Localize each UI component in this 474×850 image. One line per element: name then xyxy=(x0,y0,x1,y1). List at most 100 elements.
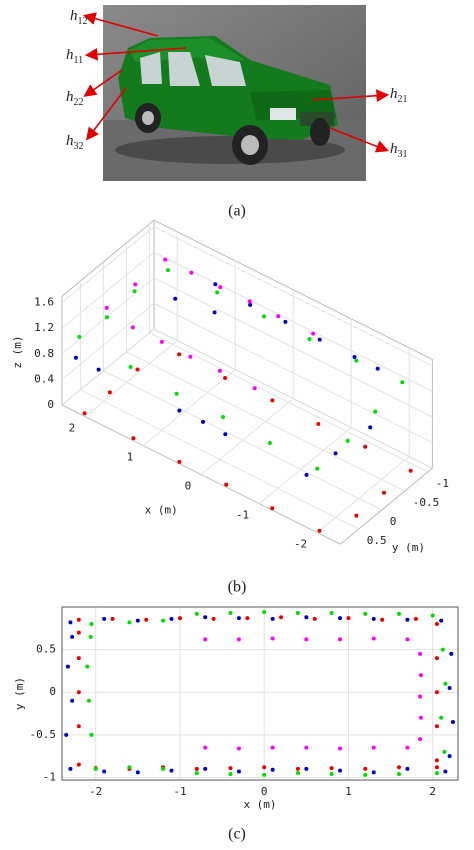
point xyxy=(443,769,448,774)
point xyxy=(270,616,275,621)
point xyxy=(397,772,402,777)
point xyxy=(270,745,275,750)
point xyxy=(450,720,455,725)
point xyxy=(211,616,216,621)
point xyxy=(135,770,140,775)
caption: (c) xyxy=(228,826,246,843)
point xyxy=(317,337,322,342)
point xyxy=(262,772,267,777)
point xyxy=(418,673,423,678)
point xyxy=(64,732,69,737)
point xyxy=(76,630,81,635)
point xyxy=(127,765,132,770)
point xyxy=(413,616,418,621)
point xyxy=(166,268,170,273)
point xyxy=(223,432,228,437)
caption: (b) xyxy=(228,579,247,596)
point xyxy=(135,618,140,623)
point xyxy=(262,610,267,615)
x-tick-label: 0 xyxy=(261,785,268,798)
plot-frame xyxy=(61,606,459,781)
point xyxy=(408,468,413,473)
point xyxy=(380,617,385,622)
y-tick-label: -0.5 xyxy=(30,728,57,741)
point xyxy=(203,615,208,620)
point xyxy=(89,732,94,737)
point xyxy=(201,419,206,424)
point xyxy=(447,685,452,690)
point xyxy=(363,611,368,616)
point xyxy=(434,656,439,661)
z-axis-label: z (m) xyxy=(11,335,24,368)
y-tick-label: 0.5 xyxy=(36,643,56,656)
point xyxy=(368,425,373,430)
point xyxy=(439,618,444,623)
x-tick-label: 1 xyxy=(345,785,352,798)
point xyxy=(345,438,350,443)
point xyxy=(418,737,423,742)
point xyxy=(85,664,90,669)
point xyxy=(221,414,226,419)
point xyxy=(203,766,208,771)
point xyxy=(382,490,386,495)
point xyxy=(363,772,368,777)
point xyxy=(194,766,199,771)
caption: (a) xyxy=(228,203,246,220)
point xyxy=(270,398,275,403)
point xyxy=(279,615,284,620)
point xyxy=(434,622,439,627)
point xyxy=(352,355,357,360)
x-tick-label: 0 xyxy=(185,480,192,493)
grid-line xyxy=(61,277,433,418)
grid-line xyxy=(125,243,406,492)
x-tick-label: 2 xyxy=(429,785,436,798)
point xyxy=(70,634,75,639)
point xyxy=(283,319,288,324)
plot-2d: -2 -1 0 1 2 -1 -0.5 0 0.5 x (m) y (m) xyxy=(13,606,459,811)
point xyxy=(270,636,275,641)
point xyxy=(405,745,410,750)
point xyxy=(228,772,233,777)
point xyxy=(418,651,423,656)
x-tick-label: -1 xyxy=(173,785,186,798)
h-label: h21 xyxy=(390,86,408,105)
point xyxy=(169,768,174,773)
point xyxy=(329,610,334,615)
grid-line xyxy=(102,262,383,511)
point xyxy=(267,440,272,445)
point xyxy=(104,305,109,310)
point xyxy=(304,615,309,620)
point xyxy=(203,637,208,642)
point xyxy=(338,616,343,621)
point xyxy=(76,724,81,729)
grid-line xyxy=(61,226,433,367)
point xyxy=(405,617,410,622)
point xyxy=(333,451,338,456)
point xyxy=(375,366,380,371)
point xyxy=(439,715,444,720)
point xyxy=(174,391,179,396)
point xyxy=(177,408,182,413)
point xyxy=(430,613,435,618)
point xyxy=(161,618,166,623)
point xyxy=(354,358,359,363)
point xyxy=(354,513,359,518)
arrows xyxy=(82,12,390,153)
h-label: h31 xyxy=(390,141,408,160)
point xyxy=(169,616,174,621)
point xyxy=(236,746,241,751)
point xyxy=(247,299,252,304)
point xyxy=(442,749,447,754)
point xyxy=(194,771,199,776)
point xyxy=(304,766,309,771)
point xyxy=(329,772,334,777)
point xyxy=(295,771,300,776)
point xyxy=(338,637,343,642)
point xyxy=(312,616,317,621)
point xyxy=(86,698,91,703)
point xyxy=(82,411,87,416)
point xyxy=(213,282,218,287)
point xyxy=(418,715,423,720)
point xyxy=(295,610,300,615)
point xyxy=(295,766,300,771)
